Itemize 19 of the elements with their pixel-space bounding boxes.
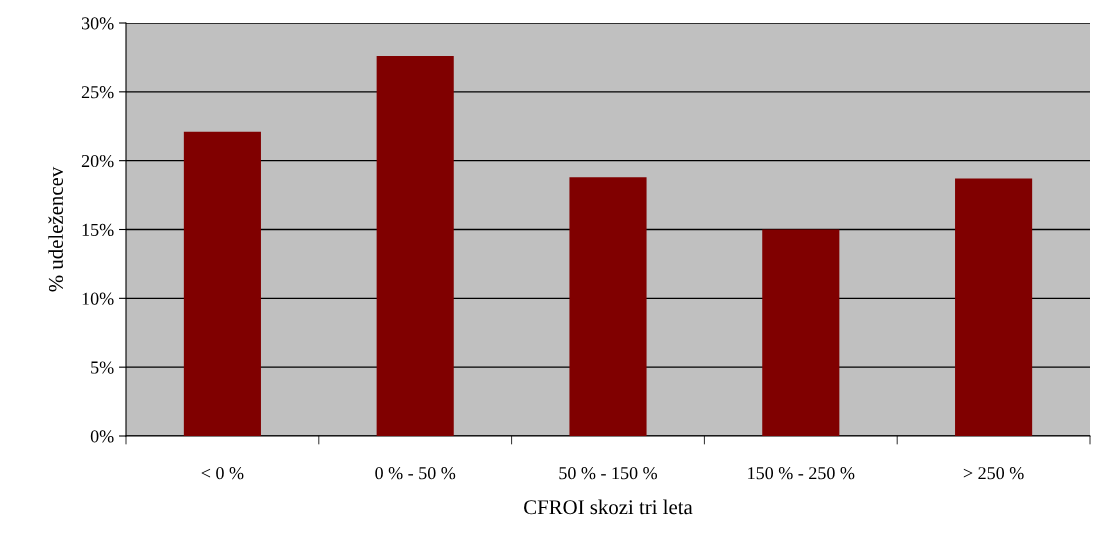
x-tick-label: > 250 %: [963, 467, 1024, 480]
y-tick-label: 25%: [81, 86, 114, 99]
bar: [955, 178, 1033, 436]
x-tick-label: 150 % - 250 %: [748, 467, 855, 480]
bar: [183, 131, 261, 436]
y-axis-title: % udeležencev: [48, 166, 64, 292]
y-tick-label: 20%: [81, 154, 114, 168]
y-tick-label: 5%: [91, 361, 114, 374]
bar: [762, 229, 840, 436]
y-tick-label: 15%: [82, 223, 114, 236]
x-tick-label: 0 % - 50 %: [375, 467, 456, 480]
x-tick-label: 50 % - 150 %: [559, 467, 658, 480]
y-tick-label: 30%: [81, 17, 114, 30]
x-tick-label: < 0 %: [201, 467, 244, 480]
y-tick-label: 10%: [82, 292, 114, 305]
bar: [569, 177, 647, 436]
bar: [376, 56, 454, 436]
x-axis-title: CFROI skozi tri leta: [524, 499, 693, 515]
y-tick-label: 0%: [90, 430, 114, 443]
